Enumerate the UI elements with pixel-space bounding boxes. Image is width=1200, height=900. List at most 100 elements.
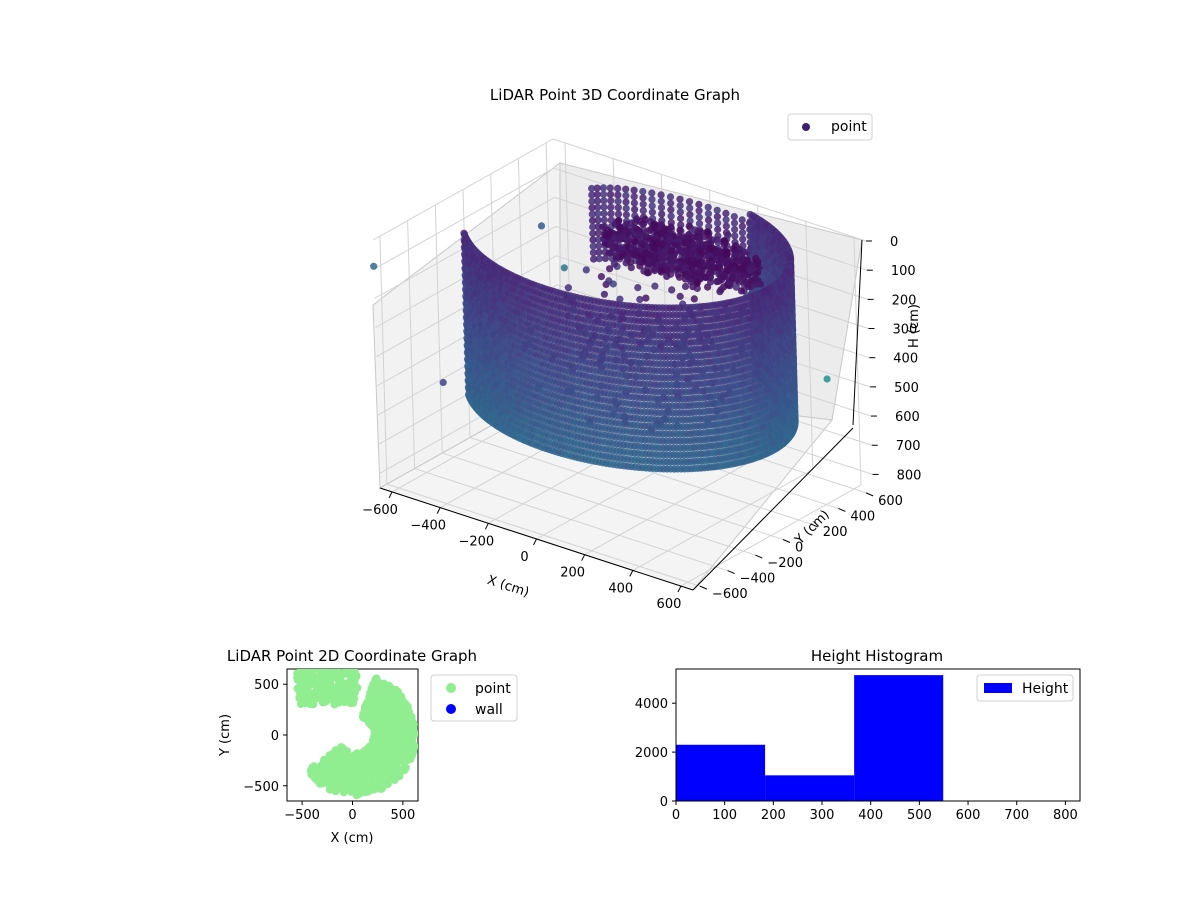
point-3d <box>699 265 707 273</box>
point-3d <box>604 232 612 240</box>
point-3d <box>720 241 729 249</box>
point-3d <box>735 257 743 265</box>
x-tick-mark <box>629 570 634 577</box>
point-3d <box>713 213 722 221</box>
x-tick-mark <box>436 507 441 514</box>
point-3d <box>729 267 737 275</box>
point-3d <box>722 222 730 230</box>
point-3d <box>714 232 722 240</box>
grid-line <box>632 468 814 571</box>
point-3d <box>619 250 627 258</box>
point-3d <box>744 282 752 290</box>
grid-line <box>805 221 814 470</box>
point-3d <box>704 216 713 224</box>
point-3d <box>686 204 694 212</box>
grid-line <box>434 205 443 454</box>
point-3d <box>738 229 747 237</box>
point-3d <box>610 260 619 268</box>
point-3d <box>746 266 754 275</box>
point-3d <box>707 278 715 286</box>
point-3d <box>614 191 622 199</box>
point-3d <box>589 249 598 257</box>
point-3d <box>707 268 715 276</box>
point-3d <box>728 274 736 282</box>
y-tick-label: 400 <box>850 509 875 524</box>
point-3d <box>694 260 702 268</box>
point-3d <box>648 208 657 216</box>
y-tick-label: −600 <box>712 587 748 602</box>
point-3d <box>668 247 676 255</box>
point-3d <box>823 375 831 383</box>
y-tick-mark <box>755 554 763 559</box>
point-3d <box>695 207 703 215</box>
point-3d <box>588 191 596 199</box>
point-3d <box>595 255 603 263</box>
point-3d <box>756 280 765 288</box>
point-3d <box>607 203 615 211</box>
point-3d <box>695 270 704 278</box>
point-3d <box>722 229 731 237</box>
point-3d <box>703 228 712 236</box>
point-3d <box>560 264 568 272</box>
point-3d <box>564 284 573 292</box>
point-3d <box>715 261 723 269</box>
point-3d <box>730 219 739 227</box>
point-3d <box>595 248 603 256</box>
grid-line <box>372 138 554 241</box>
scatter-3d-plot: LiDAR Point 3D Coordinate Graph −600−400… <box>362 86 922 612</box>
grid-line <box>584 453 765 556</box>
x-tick-mark <box>388 491 393 499</box>
point-3d <box>623 235 632 243</box>
point-3d <box>639 187 647 196</box>
point-3d <box>691 226 699 234</box>
point-3d <box>717 255 725 263</box>
y-tick-mark <box>810 523 818 528</box>
point-3d <box>611 234 619 242</box>
y-tick-mark <box>865 492 874 497</box>
point-3d <box>588 210 596 218</box>
point-3d <box>717 286 725 294</box>
point-3d <box>589 242 597 250</box>
point-3d <box>689 260 697 268</box>
point-3d <box>607 197 615 205</box>
point-3d <box>706 244 714 252</box>
point-3d <box>651 282 659 290</box>
point-3d <box>695 220 704 228</box>
point-3d <box>731 250 739 258</box>
grid-line <box>469 437 784 540</box>
point-3d <box>648 189 656 197</box>
point-3d <box>593 190 601 199</box>
point-3d <box>593 197 602 205</box>
grid-line <box>373 167 555 270</box>
point-3d <box>600 197 608 205</box>
point-3d <box>732 283 740 291</box>
point-3d <box>676 195 684 203</box>
point-3d <box>630 199 639 207</box>
point-3d <box>588 197 596 205</box>
z-tick-label: 300 <box>892 323 917 338</box>
point-3d <box>643 228 651 236</box>
y-tick-label: 600 <box>878 494 903 509</box>
y-axis-line <box>692 427 854 591</box>
point-3d <box>686 268 694 276</box>
point-3d <box>731 232 739 240</box>
x-tick-mark <box>484 523 489 530</box>
point-3d <box>639 200 647 208</box>
point-3d <box>590 255 598 263</box>
point-3d <box>605 277 613 285</box>
points-3d <box>370 184 831 473</box>
point-3d <box>588 184 596 193</box>
point-3d <box>658 210 666 218</box>
point-3d <box>714 277 722 285</box>
point-3d <box>616 244 624 252</box>
point-3d <box>600 190 608 198</box>
point-3d <box>600 210 608 218</box>
point-3d <box>681 282 690 291</box>
point-3d <box>599 223 607 231</box>
point-3d <box>595 242 603 250</box>
point-3d <box>630 186 638 194</box>
y-tick-label: −200 <box>767 556 803 571</box>
grid-line <box>379 236 388 485</box>
point-3d <box>594 216 602 224</box>
